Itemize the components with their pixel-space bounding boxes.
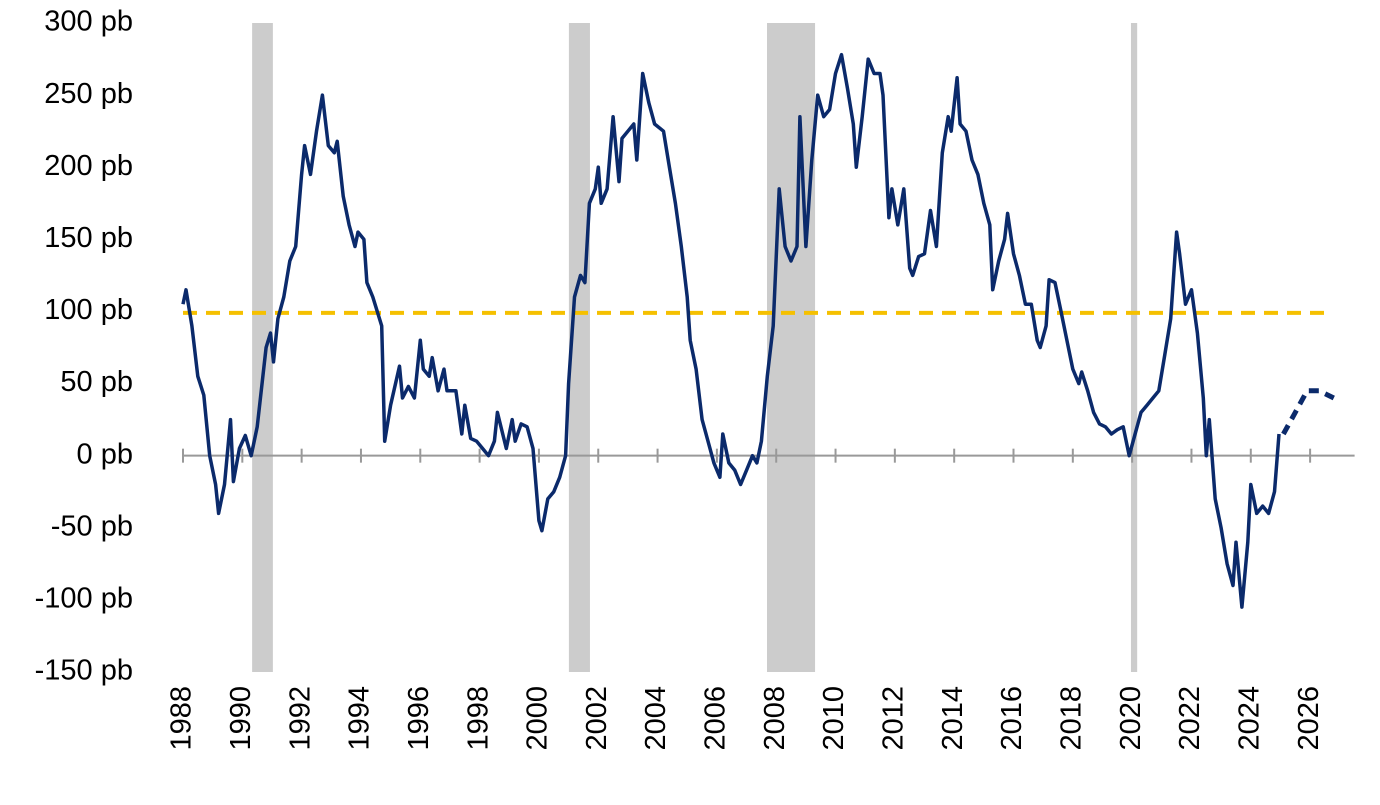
x-tick-label: 2008	[759, 686, 791, 751]
x-tick-label: 1988	[166, 686, 198, 751]
y-tick-label: -50 pb	[51, 510, 133, 542]
x-tick-label: 2006	[700, 686, 732, 751]
y-tick-label: 300 pb	[44, 6, 133, 38]
recession-band	[252, 23, 273, 672]
x-tick-label: 2010	[818, 686, 850, 751]
data-line	[1281, 388, 1335, 436]
x-tick-label: 2000	[522, 686, 554, 751]
y-tick-label: 100 pb	[44, 294, 133, 326]
x-tick-label: 1992	[284, 686, 316, 751]
y-tick-label: 250 pb	[44, 78, 133, 110]
data-line	[181, 52, 1281, 609]
x-tick-label: 2026	[1293, 686, 1325, 751]
y-tick-label: -150 pb	[35, 655, 133, 687]
x-tick-label: 1998	[462, 686, 494, 751]
x-tick-label: 1990	[225, 686, 257, 751]
y-tick-label: -100 pb	[35, 583, 133, 615]
x-tick-label: 2018	[1055, 686, 1087, 751]
recession-band	[1130, 23, 1138, 672]
x-tick-label: 1996	[403, 686, 435, 751]
y-tick-label: 50 pb	[60, 366, 133, 398]
y-tick-label: 0 pb	[77, 438, 133, 470]
x-tick-label: 2012	[878, 686, 910, 751]
recession-band	[767, 23, 816, 672]
y-tick-label: 150 pb	[44, 222, 133, 254]
x-tick-label: 2002	[581, 686, 613, 751]
recession-band	[568, 23, 590, 672]
x-tick-label: 2020	[1115, 686, 1147, 751]
y-tick-label: 200 pb	[44, 150, 133, 182]
x-tick-label: 2022	[1174, 686, 1206, 751]
x-tick-label: 1994	[344, 686, 376, 751]
x-tick-label: 2014	[937, 686, 969, 751]
x-tick-label: 2024	[1233, 686, 1265, 751]
x-tick-label: 2004	[640, 686, 672, 751]
x-tick-label: 2016	[996, 686, 1028, 751]
